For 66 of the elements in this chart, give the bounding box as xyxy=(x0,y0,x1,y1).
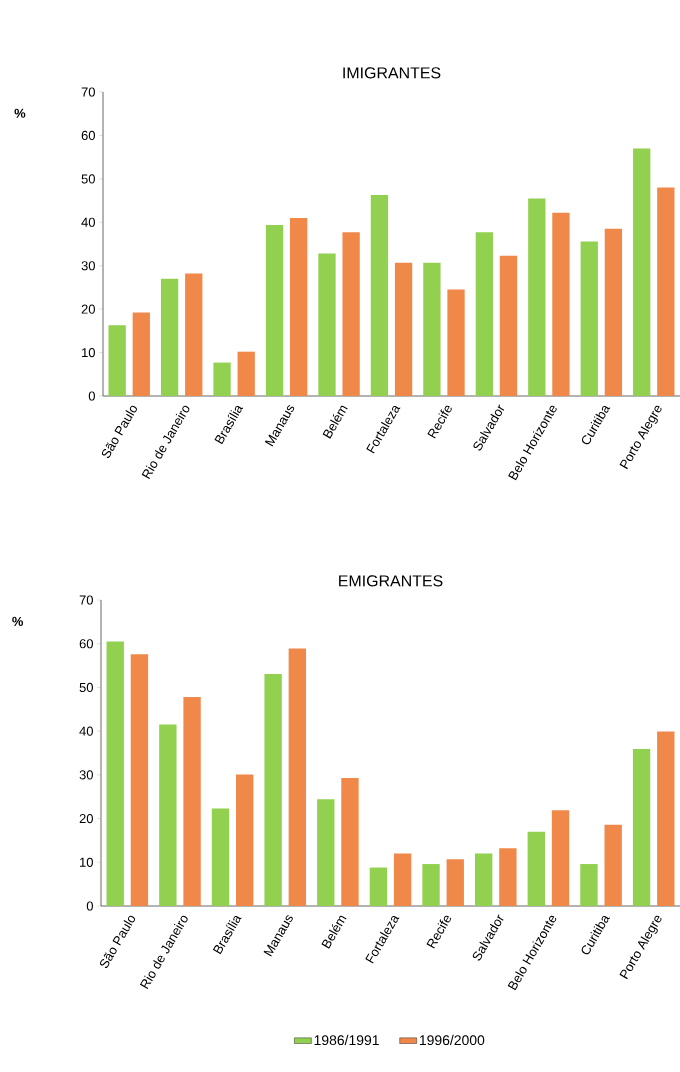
y-tick-label: 40 xyxy=(79,726,93,736)
bar xyxy=(369,867,387,907)
bar xyxy=(527,198,546,397)
y-tick-label: 20 xyxy=(79,814,93,824)
bar xyxy=(341,777,359,907)
chart-title: IMIGRANTES xyxy=(343,67,441,79)
bar xyxy=(132,312,150,397)
bar xyxy=(393,853,412,907)
bar xyxy=(446,859,464,907)
y-tick-label: 60 xyxy=(79,639,93,649)
y-tick-label: 60 xyxy=(81,130,95,141)
bar xyxy=(498,848,517,907)
bar xyxy=(106,641,124,907)
y-tick-label: 20 xyxy=(81,304,95,314)
bar xyxy=(604,228,622,397)
bar xyxy=(318,253,336,397)
bar xyxy=(475,232,493,397)
bar xyxy=(422,262,441,397)
y-axis-title: % xyxy=(14,108,26,118)
y-axis-title: % xyxy=(11,616,23,626)
y-tick-label: 70 xyxy=(79,595,93,605)
y-tick-label: 30 xyxy=(81,261,95,271)
bar xyxy=(108,325,126,397)
y-tick-label: 30 xyxy=(79,770,93,780)
bar xyxy=(474,853,493,907)
bar xyxy=(604,824,622,907)
bar xyxy=(237,351,255,397)
y-tick-label: 50 xyxy=(79,682,93,693)
bar xyxy=(265,224,283,397)
bar xyxy=(342,232,360,397)
bar xyxy=(370,194,388,397)
bar xyxy=(527,831,545,907)
bar xyxy=(422,864,440,907)
bar xyxy=(213,362,231,397)
bar xyxy=(632,148,651,397)
bar xyxy=(158,724,177,907)
bar xyxy=(183,697,201,907)
bar xyxy=(264,673,282,907)
bar xyxy=(656,187,675,397)
bar xyxy=(580,241,598,397)
bar xyxy=(447,289,465,397)
legend-label: 1986/1991 xyxy=(314,1034,379,1046)
bar xyxy=(656,731,675,907)
bar xyxy=(211,808,229,907)
y-tick-label: 70 xyxy=(81,87,95,97)
bar xyxy=(551,810,569,907)
bar xyxy=(184,273,203,397)
bar xyxy=(552,212,570,397)
bar xyxy=(288,648,306,907)
bar xyxy=(499,255,517,397)
y-tick-label: 0 xyxy=(88,391,95,401)
bar xyxy=(235,774,254,907)
y-tick-label: 40 xyxy=(81,217,95,227)
bar xyxy=(130,654,148,907)
bar xyxy=(316,799,335,907)
legend-label: 1996/2000 xyxy=(419,1034,485,1046)
y-tick-label: 50 xyxy=(81,174,95,184)
bar xyxy=(394,262,412,397)
bar xyxy=(160,278,179,397)
bar xyxy=(289,217,308,397)
y-tick-label: 10 xyxy=(81,347,95,358)
chart-title: EMIGRANTES xyxy=(338,575,443,587)
bar xyxy=(580,864,598,907)
bar xyxy=(632,749,651,907)
y-tick-label: 10 xyxy=(79,857,93,867)
y-tick-label: 0 xyxy=(86,901,93,911)
